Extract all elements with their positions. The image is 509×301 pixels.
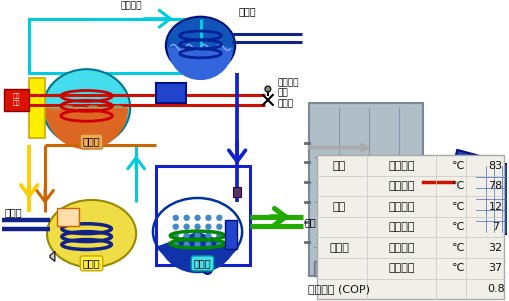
Circle shape — [184, 233, 189, 238]
Text: ℃: ℃ — [452, 161, 464, 171]
Circle shape — [217, 242, 222, 247]
Text: 32: 32 — [489, 243, 503, 253]
Bar — [225, 220, 237, 250]
Text: ℃: ℃ — [452, 181, 464, 191]
Ellipse shape — [444, 254, 503, 269]
Bar — [29, 19, 197, 73]
Bar — [5, 89, 29, 111]
Bar — [29, 78, 45, 138]
Text: 냉매증기: 냉매증기 — [121, 2, 142, 11]
Bar — [474, 164, 509, 234]
Circle shape — [173, 215, 178, 220]
Circle shape — [206, 215, 211, 220]
Circle shape — [184, 242, 189, 247]
Text: 입구온도: 입구온도 — [388, 243, 415, 253]
Text: 냉각수: 냉각수 — [329, 243, 349, 253]
Wedge shape — [45, 108, 128, 149]
Text: 흡수기: 흡수기 — [83, 258, 100, 268]
Bar — [315, 261, 421, 276]
Text: ℃: ℃ — [452, 263, 464, 273]
Circle shape — [217, 233, 222, 238]
Circle shape — [265, 86, 271, 92]
Text: 입구온도: 입구온도 — [388, 161, 415, 171]
Circle shape — [206, 242, 211, 247]
Text: 성적계수 (COP): 성적계수 (COP) — [308, 284, 370, 294]
Wedge shape — [158, 232, 237, 273]
Text: 태양
열판: 태양 열판 — [13, 94, 20, 106]
Text: 출구온도: 출구온도 — [388, 181, 415, 191]
Circle shape — [184, 224, 189, 229]
Circle shape — [203, 264, 212, 274]
Text: 냉수: 냉수 — [304, 217, 316, 227]
Text: 냉수: 냉수 — [332, 202, 346, 212]
Text: 저압증기
또는
중온수: 저압증기 또는 중온수 — [278, 78, 299, 108]
Bar — [309, 103, 423, 276]
Text: 입구온도: 입구온도 — [388, 202, 415, 212]
Ellipse shape — [47, 200, 136, 267]
Circle shape — [195, 233, 200, 238]
Circle shape — [195, 242, 200, 247]
Text: 83: 83 — [489, 161, 503, 171]
Bar — [156, 166, 250, 265]
Wedge shape — [168, 48, 233, 80]
Text: 78: 78 — [489, 181, 503, 191]
Text: 온수: 온수 — [332, 161, 346, 171]
Text: ℃: ℃ — [452, 243, 464, 253]
Bar — [57, 208, 79, 226]
Bar — [233, 187, 241, 197]
Text: ℃: ℃ — [452, 222, 464, 232]
Text: 7: 7 — [492, 222, 499, 232]
Circle shape — [173, 242, 178, 247]
Circle shape — [173, 224, 178, 229]
Circle shape — [195, 224, 200, 229]
Ellipse shape — [166, 17, 235, 74]
Text: 냉각수: 냉각수 — [5, 207, 22, 217]
Text: 37: 37 — [489, 263, 503, 273]
Circle shape — [173, 233, 178, 238]
Bar — [439, 150, 500, 228]
Text: 0.8: 0.8 — [487, 284, 504, 294]
Text: ℃: ℃ — [452, 202, 464, 212]
Circle shape — [206, 224, 211, 229]
Ellipse shape — [153, 198, 242, 265]
Text: 증발기: 증발기 — [194, 258, 211, 268]
Circle shape — [184, 215, 189, 220]
Text: 출구온도: 출구온도 — [388, 263, 415, 273]
Bar — [156, 83, 186, 103]
Bar — [318, 155, 503, 299]
Text: 발생기: 발생기 — [83, 137, 100, 147]
Ellipse shape — [43, 69, 130, 147]
Polygon shape — [50, 251, 55, 261]
Text: 12: 12 — [489, 202, 503, 212]
Circle shape — [206, 233, 211, 238]
Text: 냉각수: 냉각수 — [238, 6, 256, 16]
Bar — [339, 172, 393, 212]
Text: 출구온도: 출구온도 — [388, 222, 415, 232]
Circle shape — [217, 215, 222, 220]
Circle shape — [217, 224, 222, 229]
Circle shape — [195, 215, 200, 220]
